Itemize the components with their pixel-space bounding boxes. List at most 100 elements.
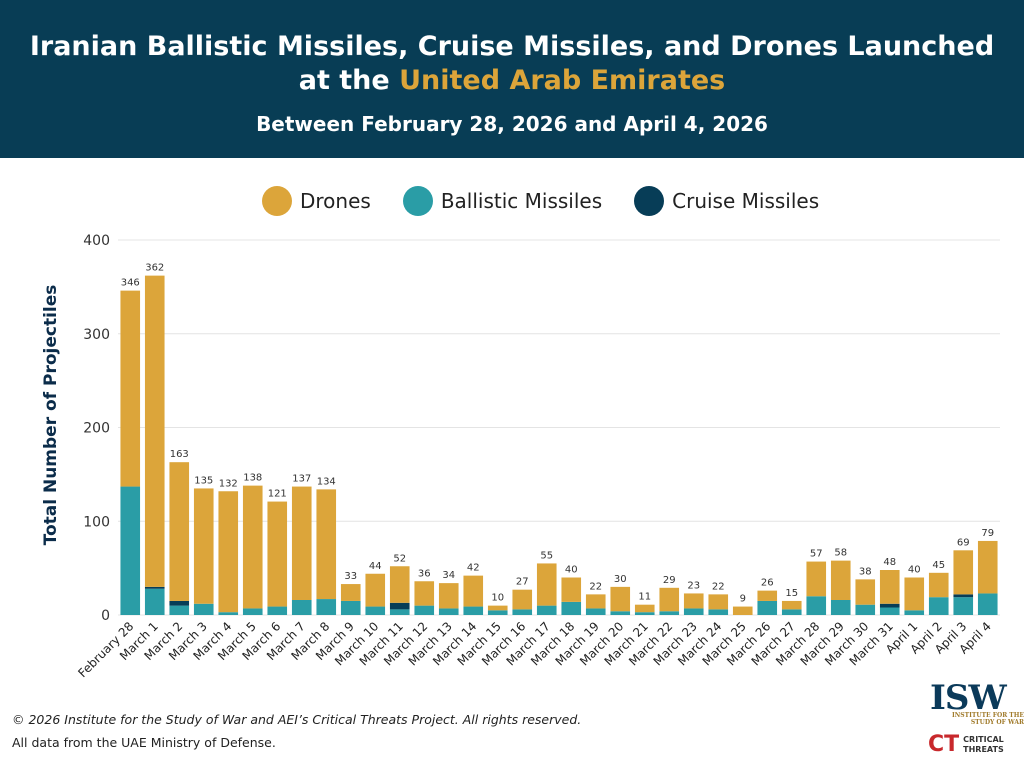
bar-segment-drones (683, 593, 704, 609)
legend-swatch (402, 186, 433, 216)
bar-segment-drones (708, 594, 729, 610)
bar-segment-drones (659, 587, 680, 612)
y-tick-label: 200 (83, 421, 110, 437)
bar-segment-ballistic-missiles (193, 603, 214, 615)
bar-segment-drones (953, 550, 974, 595)
legend-label: Drones (300, 189, 371, 213)
bar-segment-ballistic-missiles (536, 605, 557, 615)
y-tick-label: 400 (83, 233, 110, 249)
bar-chart: 0 100 200 300 400 Total Number of Projectiles… (41, 233, 1000, 680)
bar-segment-ballistic-missiles (340, 600, 361, 615)
y-tick-label: 300 (83, 327, 110, 343)
bar-segment-ballistic-missiles (120, 486, 141, 615)
data-label: 137 (292, 474, 311, 485)
bar-segment-ballistic-missiles (659, 611, 680, 615)
bar-segment-drones (120, 290, 141, 487)
header: Iranian Ballistic Missiles, Cruise Missi… (0, 0, 1024, 158)
bar-segment-drones (781, 600, 802, 610)
data-label: 48 (883, 557, 896, 568)
data-label: 121 (268, 489, 287, 500)
data-label: 29 (663, 575, 676, 586)
data-label: 34 (442, 570, 455, 581)
bar-segment-ballistic-missiles (365, 606, 386, 615)
bar-segment-drones (487, 605, 508, 611)
bar-segment-drones (610, 586, 631, 612)
y-tick-label: 100 (83, 514, 110, 530)
chart-subtitle: Between February 28, 2026 and April 4, 2… (256, 112, 768, 136)
bar-segment-ballistic-missiles (683, 608, 704, 615)
bar-segment-ballistic-missiles (267, 606, 288, 615)
bar-segment-drones (806, 561, 827, 597)
title-line-1: Iranian Ballistic Missiles, Cruise Missi… (29, 31, 995, 62)
bar-segment-drones (977, 540, 998, 594)
data-label: 57 (810, 549, 823, 560)
data-label: 15 (785, 588, 798, 599)
legend: Drones Ballistic Missiles Cruise Missile… (262, 186, 851, 216)
bar-segment-drones (585, 594, 606, 609)
bar-segment-drones (904, 577, 925, 611)
bar-segment-drones (732, 606, 753, 615)
data-label: 10 (491, 593, 504, 604)
bar-segment-ballistic-missiles (634, 612, 655, 615)
bar-segment-ballistic-missiles (904, 610, 925, 615)
y-axis-label: Total Number of Projectiles (41, 285, 61, 546)
bar-segment-drones (634, 604, 655, 613)
bar-segment-ballistic-missiles (928, 597, 949, 615)
bar-segment-drones (830, 560, 851, 600)
bar-segment-ballistic-missiles (291, 600, 312, 615)
data-label: 22 (712, 581, 725, 592)
data-label: 163 (170, 449, 189, 460)
bar-segment-drones (414, 581, 435, 606)
bar-segment-ballistic-missiles (879, 607, 900, 615)
title-highlight: United Arab Emirates (399, 65, 726, 96)
bar-segment-drones (169, 462, 190, 601)
bar-segment-ballistic-missiles (169, 605, 190, 615)
data-label: 40 (908, 565, 921, 576)
bar-segment-ballistic-missiles (316, 599, 337, 615)
bar-segment-drones (291, 486, 312, 600)
isw-logo: ISW INSTITUTE FOR THE STUDY OF WAR (930, 678, 1024, 726)
bar-segment-ballistic-missiles (512, 609, 533, 615)
bar-segment-ballistic-missiles (389, 609, 410, 615)
data-label: 362 (145, 263, 164, 274)
data-label: 36 (418, 568, 431, 579)
bar-segment-drones (389, 566, 410, 603)
bar-segment-drones (928, 572, 949, 598)
bar-segment-drones (536, 563, 557, 606)
data-label: 45 (932, 560, 945, 571)
chart-title: Iranian Ballistic Missiles, Cruise Missi… (0, 30, 1024, 98)
data-label: 23 (687, 580, 700, 591)
bar-segment-cruise-missiles (879, 603, 900, 608)
data-label: 58 (834, 548, 847, 559)
bar-segment-ballistic-missiles (806, 596, 827, 615)
bar-segment-drones (855, 579, 876, 605)
data-label: 22 (589, 581, 602, 592)
y-tick-label: 0 (101, 608, 110, 624)
bar-segment-ballistic-missiles (414, 605, 435, 615)
data-label: 132 (219, 478, 238, 489)
bar-segment-drones (438, 583, 459, 609)
bar-segment-ballistic-missiles (242, 608, 263, 615)
bar-segment-ballistic-missiles (610, 611, 631, 615)
bar-segment-drones (144, 275, 165, 587)
data-label: 40 (565, 565, 578, 576)
bar-segment-drones (463, 575, 484, 607)
bar-segment-drones (267, 501, 288, 607)
data-label: 11 (638, 592, 651, 603)
bar-segment-cruise-missiles (169, 600, 190, 606)
bar-segment-drones (242, 485, 263, 609)
bar-segment-drones (340, 584, 361, 601)
data-label: 55 (540, 550, 553, 561)
legend-item-drones: Drones (262, 186, 371, 216)
bar-segment-drones (561, 577, 582, 602)
legend-swatch (634, 186, 665, 216)
bar-segment-ballistic-missiles (438, 608, 459, 615)
critical-threats-logo: CT CRITICAL THREATS (928, 732, 1004, 757)
legend-item-ballistic: Ballistic Missiles (402, 186, 602, 216)
data-label: 30 (614, 574, 627, 585)
bar-segment-drones (218, 491, 239, 613)
data-label: 138 (243, 473, 262, 484)
bar-segment-drones (757, 590, 778, 601)
data-label: 69 (957, 537, 970, 548)
bar-segment-ballistic-missiles (757, 600, 778, 615)
